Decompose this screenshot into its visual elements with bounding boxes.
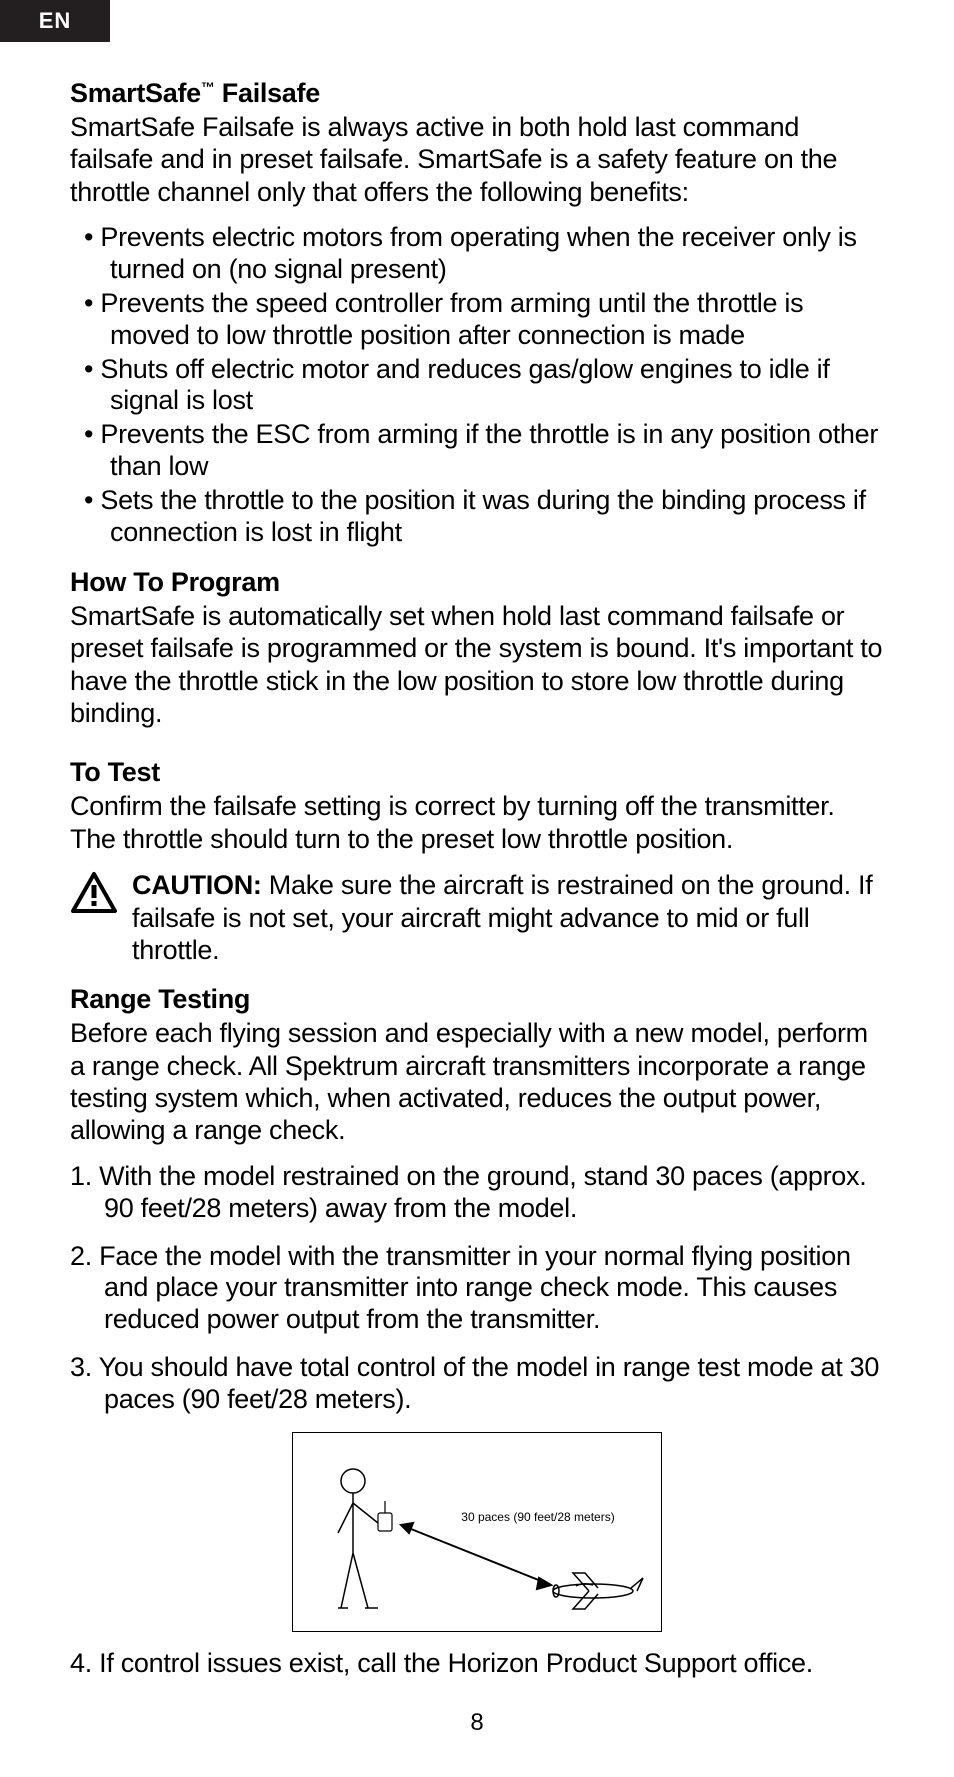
page-content: SmartSafe™ Failsafe SmartSafe Failsafe i… xyxy=(0,0,954,1680)
figure-container: 30 paces (90 feet/28 meters) xyxy=(70,1432,884,1632)
step-item: If control issues exist, call the Horizo… xyxy=(70,1648,884,1680)
bullet-item: Prevents the speed controller from armin… xyxy=(70,288,884,352)
distance-arrow-icon xyxy=(401,1523,551,1589)
range-test-diagram: 30 paces (90 feet/28 meters) xyxy=(292,1432,662,1632)
smartsafe-intro: SmartSafe Failsafe is always active in b… xyxy=(70,111,884,208)
range-testing-steps: With the model restrained on the ground,… xyxy=(70,1161,884,1416)
smartsafe-bullets: Prevents electric motors from operating … xyxy=(70,222,884,549)
heading-tm: ™ xyxy=(201,79,215,95)
page-number: 8 xyxy=(0,1709,954,1737)
bullet-item: Shuts off electric motor and reduces gas… xyxy=(70,354,884,418)
bullet-item: Sets the throttle to the position it was… xyxy=(70,485,884,549)
range-testing-steps-cont: If control issues exist, call the Horizo… xyxy=(70,1648,884,1680)
bullet-item: Prevents electric motors from operating … xyxy=(70,222,884,286)
step-item: With the model restrained on the ground,… xyxy=(70,1161,884,1225)
bullet-item: Prevents the ESC from arming if the thro… xyxy=(70,419,884,483)
language-tab: EN xyxy=(0,0,110,42)
figure-label: 30 paces (90 feet/28 meters) xyxy=(461,1510,614,1524)
caution-text: CAUTION: Make sure the aircraft is restr… xyxy=(132,869,884,966)
how-to-program-body: SmartSafe is automatically set when hold… xyxy=(70,600,884,730)
caution-label: CAUTION: xyxy=(132,870,262,900)
caution-block: CAUTION: Make sure the aircraft is restr… xyxy=(70,869,884,966)
heading-range-testing: Range Testing xyxy=(70,984,884,1015)
transmitter-icon xyxy=(378,1501,392,1531)
step-item: You should have total control of the mod… xyxy=(70,1352,884,1416)
to-test-body: Confirm the failsafe setting is correct … xyxy=(70,790,884,855)
heading-smartsafe: SmartSafe™ Failsafe xyxy=(70,78,884,109)
heading-how-to-program: How To Program xyxy=(70,567,884,598)
airplane-icon xyxy=(553,1573,643,1609)
range-testing-intro: Before each flying session and especiall… xyxy=(70,1017,884,1147)
heading-to-test: To Test xyxy=(70,757,884,788)
warning-triangle-icon xyxy=(70,871,118,920)
step-item: Face the model with the transmitter in y… xyxy=(70,1241,884,1337)
person-icon xyxy=(338,1469,378,1608)
heading-text: SmartSafe xyxy=(70,78,201,108)
heading-suffix: Failsafe xyxy=(215,78,320,108)
